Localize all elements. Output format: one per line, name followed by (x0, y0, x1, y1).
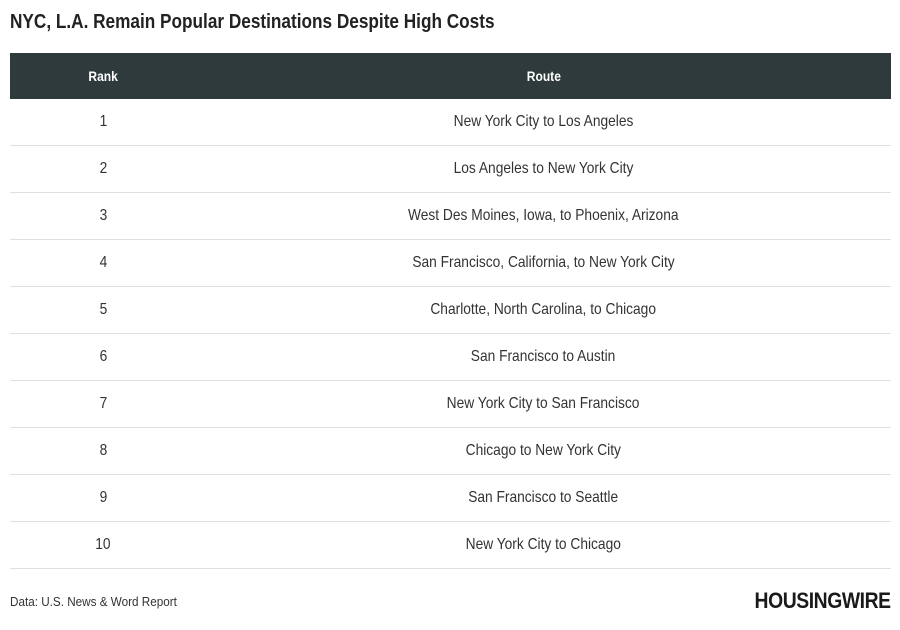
route-cell: San Francisco to Austin (471, 348, 616, 365)
rank-cell: 10 (95, 536, 111, 553)
route-cell: Chicago to New York City (465, 442, 622, 459)
table-row: 4 San Francisco, California, to New York … (10, 240, 891, 287)
housingwire-logo: HOUSINGWIRE (754, 588, 892, 613)
column-header-rank: Rank (88, 68, 118, 84)
chart-title: NYC, L.A. Remain Popular Destinations De… (10, 11, 495, 33)
table-row: 8 Chicago to New York City (10, 428, 891, 475)
rank-cell: 6 (99, 348, 107, 365)
table-row: 9 San Francisco to Seattle (10, 475, 891, 522)
source-note: Data: U.S. News & Word Report (10, 594, 177, 609)
rank-cell: 7 (99, 395, 107, 412)
table-row: 10 New York City to Chicago (10, 522, 891, 569)
route-cell: New York City to Chicago (465, 536, 622, 553)
route-cell: New York City to Los Angeles (453, 113, 634, 130)
route-cell: Los Angeles to New York City (453, 160, 634, 177)
table-row: 2 Los Angeles to New York City (10, 146, 891, 193)
table-row: 6 San Francisco to Austin (10, 334, 891, 381)
rank-cell: 4 (99, 254, 107, 271)
rank-cell: 9 (99, 489, 107, 506)
table-row: 3 West Des Moines, Iowa, to Phoenix, Ariz… (10, 193, 891, 240)
rank-cell: 5 (99, 301, 107, 318)
table-header-row: Rank Route (10, 53, 891, 99)
table-row: 7 New York City to San Francisco (10, 381, 891, 428)
rank-cell: 1 (99, 113, 107, 130)
route-cell: Charlotte, North Carolina, to Chicago (430, 301, 657, 318)
route-cell: New York City to San Francisco (447, 395, 640, 412)
table-row: 1 New York City to Los Angeles (10, 99, 891, 146)
route-cell: San Francisco, California, to New York C… (412, 254, 675, 271)
table-row: 5 Charlotte, North Carolina, to Chicago (10, 287, 891, 334)
rank-cell: 8 (99, 442, 107, 459)
rank-cell: 3 (99, 207, 107, 224)
rank-cell: 2 (99, 160, 107, 177)
column-header-route: Route (526, 68, 561, 84)
table-body: 1 New York City to Los Angeles 2 Los Angele… (10, 99, 891, 569)
route-cell: San Francisco to Seattle (468, 489, 619, 506)
route-cell: West Des Moines, Iowa, to Phoenix, Arizo… (408, 207, 679, 224)
routes-table: Rank Route 1 New York City to Los Angeles… (10, 53, 891, 569)
